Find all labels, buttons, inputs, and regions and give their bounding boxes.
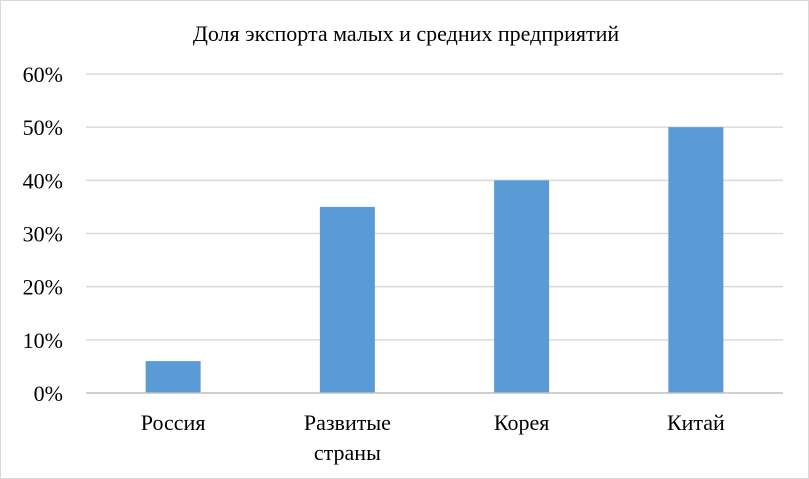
x-category-line: Корея <box>494 410 549 435</box>
x-category-line: Россия <box>141 410 206 435</box>
grid-lines <box>86 73 783 341</box>
bar <box>494 180 550 393</box>
bar <box>668 127 724 394</box>
x-category-label: Развитые страны <box>304 410 391 465</box>
x-category-label: Россия <box>141 410 206 435</box>
y-tick-label: 50% <box>23 115 63 140</box>
x-category-line: Китай <box>667 410 725 435</box>
y-tick-label: 30% <box>23 222 63 247</box>
bars <box>145 127 724 394</box>
y-tick-label: 40% <box>23 168 63 193</box>
y-tick-label: 0% <box>34 381 63 406</box>
chart-title: Доля экспорта малых и средних предприяти… <box>193 21 620 46</box>
y-tick-label: 60% <box>23 62 63 87</box>
y-tick-label: 20% <box>23 275 63 300</box>
bar <box>319 206 375 393</box>
x-category-line: Развитые <box>304 410 391 435</box>
y-axis-ticks: 0% 10% 20% 30% 40% 50% 60% <box>23 62 63 406</box>
x-category-label: Китай <box>667 410 725 435</box>
x-axis-categories: Россия Развитые страны Корея Китай <box>141 410 725 465</box>
x-category-label: Корея <box>494 410 549 435</box>
bar <box>145 361 201 393</box>
x-category-line: страны <box>314 440 381 465</box>
y-tick-label: 10% <box>23 328 63 353</box>
